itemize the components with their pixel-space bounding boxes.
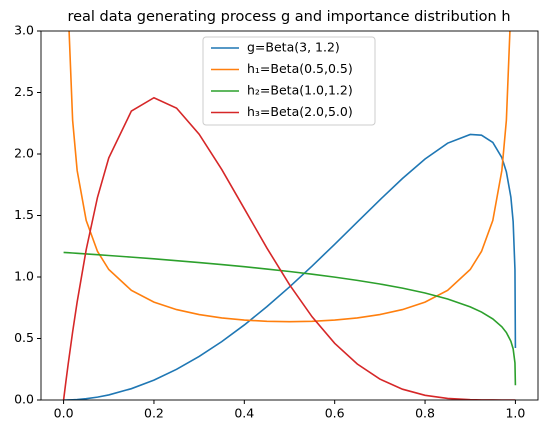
x-tick-label: 0.4 (234, 406, 254, 421)
y-tick-label: 2.0 (14, 146, 34, 161)
series-line (63, 133, 517, 400)
legend-label: h₁=Beta(0.5,0.5) (247, 61, 353, 76)
series-line (68, 31, 511, 323)
y-tick-label: 0.0 (14, 392, 34, 407)
x-tick-label: 1.0 (505, 406, 525, 421)
legend-label: h₃=Beta(2.0,5.0) (247, 104, 353, 119)
plot-frame (40, 30, 539, 401)
x-tick-label: 0.2 (144, 406, 164, 421)
y-tick-label: 1.0 (14, 269, 34, 284)
x-tick-label: 0.6 (325, 406, 345, 421)
y-tick-label: 3.0 (14, 23, 34, 38)
legend: g=Beta(3, 1.2) h₁=Beta(0.5,0.5) h₂=Beta(1.… (202, 36, 376, 126)
legend-label: g=Beta(3, 1.2) (247, 40, 340, 55)
series-line (63, 251, 517, 386)
y-tick-label: 2.5 (14, 84, 34, 99)
y-tick-label: 1.5 (14, 207, 34, 222)
legend-label: h₂=Beta(1.0,1.2) (247, 83, 353, 98)
chart-title: real data generating process g and impor… (67, 9, 510, 25)
y-tick-label: 0.5 (14, 330, 34, 345)
x-tick-label: 0.8 (415, 406, 435, 421)
x-tick-label: 0.0 (54, 406, 74, 421)
legend-box (202, 36, 376, 126)
